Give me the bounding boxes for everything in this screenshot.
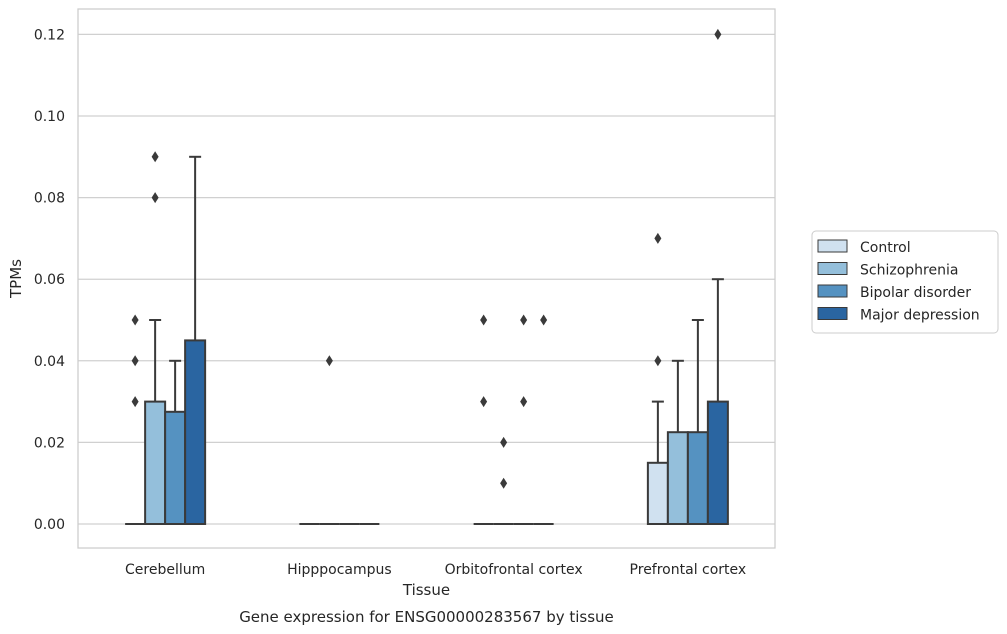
box-schizophrenia (144, 151, 167, 526)
box-body (184, 339, 207, 525)
box-body (646, 461, 669, 525)
outlier-point (520, 314, 528, 326)
legend-label: Bipolar disorder (860, 285, 971, 301)
outlier-point (131, 396, 139, 408)
outlier-point (325, 355, 333, 367)
outlier-point (654, 232, 662, 244)
outlier-point (714, 28, 722, 40)
x-tick-labels: Cerebellum Hipppocampus Orbitofrontal cort… (125, 562, 746, 578)
box-schizophrenia (666, 359, 689, 526)
outlier-point (520, 396, 528, 408)
outlier-point (131, 314, 139, 326)
box-bipolar-disorder (164, 359, 187, 525)
box-schizophrenia (319, 355, 340, 525)
y-tick-label: 0.08 (34, 191, 65, 207)
x-tick-label: Hipppocampus (287, 562, 392, 578)
chart-caption: Gene expression for ENSG00000283567 by t… (239, 608, 614, 626)
legend-frame (811, 230, 999, 334)
legend-swatch (817, 284, 848, 298)
box-body (164, 410, 187, 525)
outlier-point (480, 396, 488, 408)
legend-swatch (817, 239, 848, 253)
y-tick-label: 0.04 (34, 354, 65, 370)
box-bipolar-disorder (686, 319, 709, 526)
legend-swatch (817, 307, 848, 320)
outlier-point (151, 151, 159, 163)
box-body (706, 400, 729, 526)
box-body (144, 400, 167, 526)
box-body (666, 431, 689, 526)
outlier-point (540, 314, 548, 326)
box-bipolar-disorder (513, 314, 534, 525)
outlier-point (480, 314, 488, 326)
outlier-point (500, 436, 508, 448)
box-control (473, 314, 494, 525)
legend-label: Major depression (860, 308, 980, 324)
y-tick-label: 0.12 (34, 27, 65, 43)
legend-label: Control (860, 240, 911, 256)
legend-swatch (817, 262, 848, 275)
legend-label: Schizophrenia (860, 263, 958, 279)
y-tick-label: 0.06 (34, 272, 65, 288)
box-schizophrenia (493, 436, 514, 525)
legend: Control Schizophrenia Bipolar disorder Majo… (811, 230, 999, 334)
box-control (646, 232, 669, 525)
box-control (125, 314, 146, 525)
box-major-depression (706, 28, 729, 526)
y-axis-title: TPMs (7, 259, 25, 299)
outlier-point (131, 355, 139, 367)
x-tick-label: Cerebellum (125, 562, 205, 578)
boxes-layer (125, 28, 729, 526)
box-major-depression (533, 314, 554, 525)
outlier-point (151, 192, 159, 204)
legend-items: Control Schizophrenia Bipolar disorder Majo… (817, 239, 980, 324)
box-major-depression (184, 155, 207, 525)
y-tick-labels: 0.00 0.02 0.04 0.06 0.08 0.10 0.12 (34, 27, 65, 533)
x-tick-label: Prefrontal cortex (630, 562, 747, 578)
box-body (686, 431, 709, 526)
y-tick-label: 0.02 (34, 435, 65, 451)
y-tick-label: 0.00 (34, 517, 65, 533)
outlier-point (654, 355, 662, 367)
plot-frame (77, 8, 776, 549)
y-tick-label: 0.10 (34, 109, 65, 125)
x-axis-title: Tissue (402, 581, 450, 599)
x-tick-label: Orbitofrontal cortex (445, 562, 583, 578)
outlier-point (500, 477, 508, 489)
